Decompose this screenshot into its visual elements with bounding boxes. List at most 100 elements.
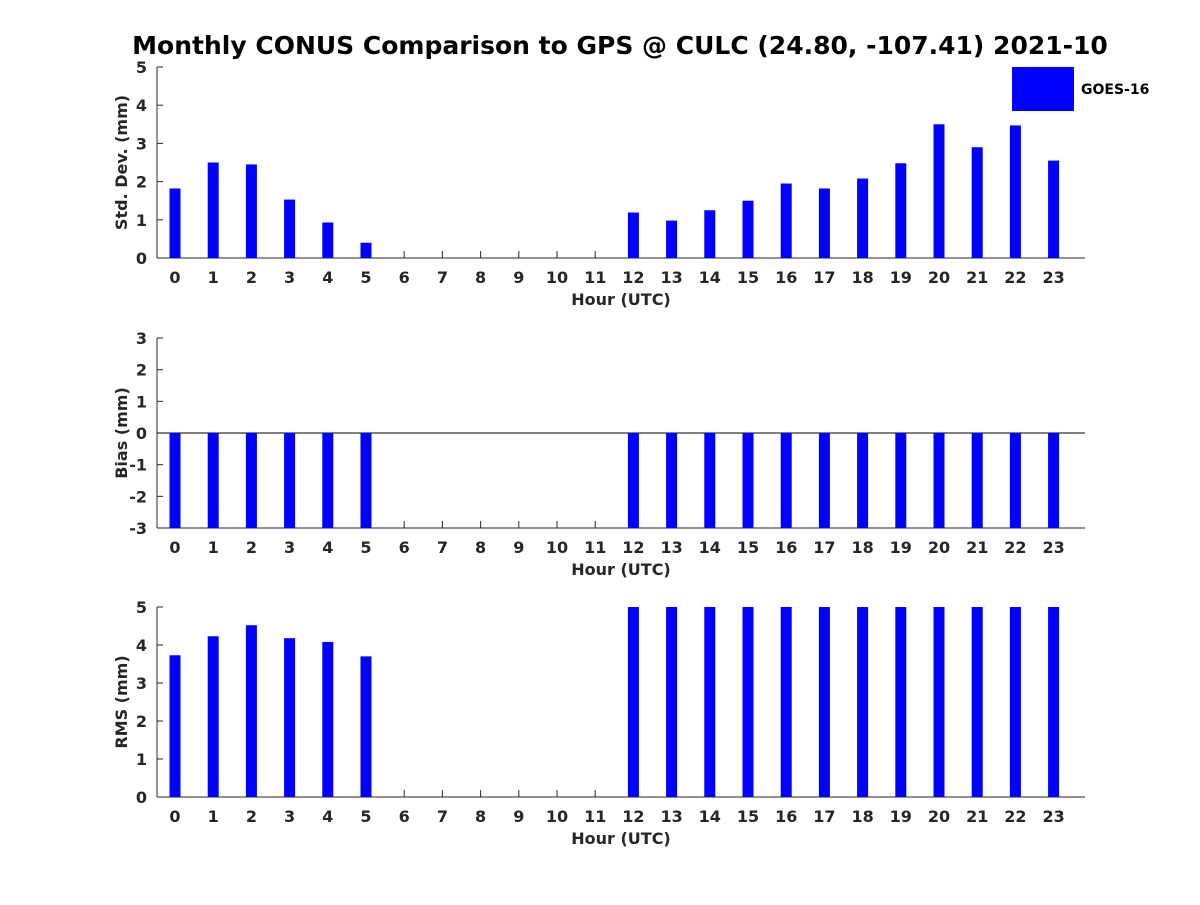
x-tick-label: 16: [775, 538, 797, 557]
bar-hour-20: [933, 124, 945, 258]
legend-label: GOES-16: [1081, 82, 1149, 98]
bar-hour-18: [857, 607, 869, 797]
x-tick-label: 9: [513, 538, 524, 557]
bar-hour-17: [818, 607, 830, 797]
x-tick-label: 13: [660, 268, 682, 287]
y-tick-label: 2: [136, 712, 147, 731]
y-tick-label: 4: [136, 636, 147, 655]
bar-hour-21: [971, 147, 983, 258]
x-tick-label: 3: [284, 538, 295, 557]
x-tick-label: 17: [813, 538, 835, 557]
bar-hour-4: [322, 222, 334, 258]
y-tick-label: 5: [136, 598, 147, 617]
x-tick-label: 2: [246, 807, 257, 826]
x-axis-label: Hour (UTC): [571, 829, 671, 848]
y-tick-label: 1: [136, 392, 147, 411]
x-tick-label: 5: [360, 538, 371, 557]
x-tick-label: 10: [546, 268, 568, 287]
x-tick-label: 19: [890, 268, 912, 287]
x-tick-label: 13: [660, 538, 682, 557]
bar-hour-14: [704, 210, 716, 258]
x-tick-label: 18: [851, 538, 873, 557]
x-tick-label: 14: [699, 807, 721, 826]
bar-hour-14: [704, 607, 716, 797]
y-tick-label: -2: [129, 487, 147, 506]
x-tick-label: 23: [1042, 268, 1064, 287]
bar-hour-5: [360, 242, 372, 258]
bar-hour-22: [1009, 433, 1021, 528]
x-tick-label: 22: [1004, 807, 1026, 826]
x-tick-label: 12: [622, 268, 644, 287]
x-tick-label: 7: [437, 807, 448, 826]
x-tick-label: 6: [399, 268, 410, 287]
y-tick-label: 3: [136, 134, 147, 153]
y-tick-label: -1: [129, 456, 147, 475]
bar-hour-2: [245, 625, 257, 797]
bar-hour-3: [284, 433, 296, 528]
x-tick-label: 0: [169, 807, 180, 826]
x-tick-label: 20: [928, 268, 950, 287]
x-tick-label: 1: [208, 538, 219, 557]
bar-hour-21: [971, 607, 983, 797]
y-tick-label: 3: [136, 674, 147, 693]
bar-hour-0: [169, 655, 181, 797]
bar-hour-19: [895, 607, 907, 797]
x-tick-label: 9: [513, 268, 524, 287]
x-tick-label: 10: [546, 538, 568, 557]
bar-hour-1: [207, 162, 219, 258]
x-tick-label: 21: [966, 807, 988, 826]
bar-hour-2: [245, 433, 257, 528]
x-tick-label: 16: [775, 807, 797, 826]
x-axis-label: Hour (UTC): [571, 560, 671, 579]
bar-hour-4: [322, 641, 334, 797]
x-tick-label: 3: [284, 807, 295, 826]
bar-hour-5: [360, 433, 372, 528]
x-tick-label: 15: [737, 807, 759, 826]
x-tick-label: 1: [208, 268, 219, 287]
bar-hour-20: [933, 433, 945, 528]
bar-hour-23: [1048, 607, 1060, 797]
x-tick-label: 22: [1004, 268, 1026, 287]
x-tick-label: 7: [437, 538, 448, 557]
x-tick-label: 17: [813, 268, 835, 287]
y-tick-label: 0: [136, 424, 147, 443]
x-tick-label: 21: [966, 268, 988, 287]
legend-swatch: [1012, 67, 1074, 111]
bar-hour-18: [857, 433, 869, 528]
bar-hour-16: [780, 183, 792, 258]
bar-hour-0: [169, 188, 181, 258]
x-tick-label: 23: [1042, 807, 1064, 826]
bar-hour-1: [207, 636, 219, 797]
x-axis-label: Hour (UTC): [571, 290, 671, 309]
bar-hour-13: [666, 220, 678, 258]
x-tick-label: 5: [360, 807, 371, 826]
x-tick-label: 4: [322, 807, 333, 826]
x-tick-label: 18: [851, 268, 873, 287]
bar-hour-5: [360, 656, 372, 797]
x-tick-label: 11: [584, 807, 606, 826]
chart-title: Monthly CONUS Comparison to GPS @ CULC (…: [132, 31, 1108, 60]
bar-hour-12: [627, 212, 639, 258]
bar-hour-20: [933, 607, 945, 797]
bar-hour-13: [666, 607, 678, 797]
x-tick-label: 11: [584, 538, 606, 557]
bar-hour-23: [1048, 433, 1060, 528]
x-tick-label: 17: [813, 807, 835, 826]
x-tick-label: 1: [208, 807, 219, 826]
bar-hour-0: [169, 433, 181, 528]
legend: GOES-16: [1012, 67, 1149, 111]
bar-hour-12: [627, 433, 639, 528]
y-tick-label: 2: [136, 173, 147, 192]
x-tick-label: 15: [737, 538, 759, 557]
bar-hour-12: [627, 607, 639, 797]
x-tick-label: 4: [322, 268, 333, 287]
bar-hour-3: [284, 638, 296, 797]
bar-hour-19: [895, 433, 907, 528]
x-tick-label: 19: [890, 538, 912, 557]
x-tick-label: 4: [322, 538, 333, 557]
y-tick-label: 1: [136, 211, 147, 230]
x-tick-label: 20: [928, 807, 950, 826]
